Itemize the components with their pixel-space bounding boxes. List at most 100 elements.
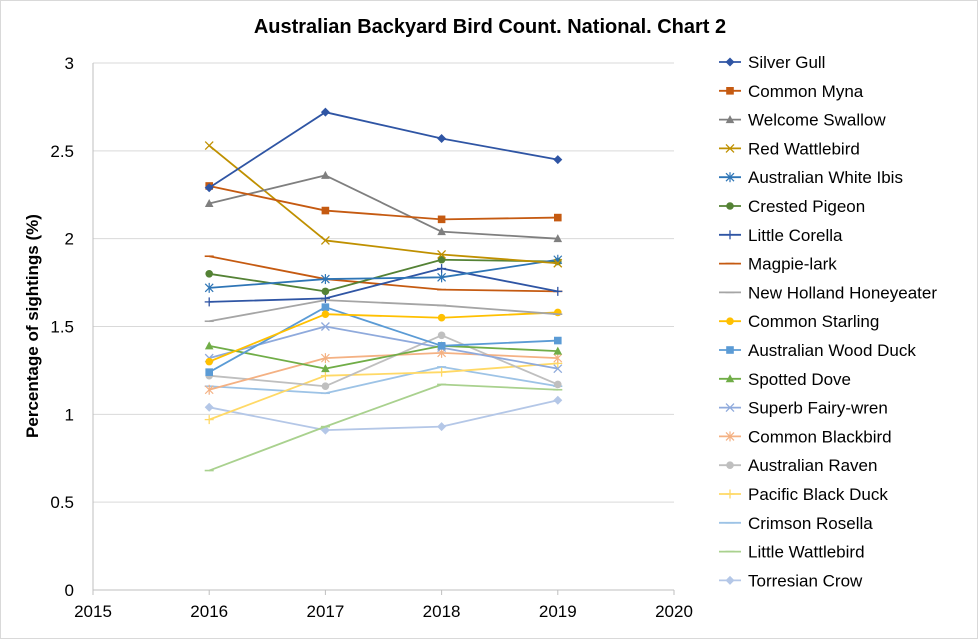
data-point xyxy=(554,213,562,222)
legend-entry: Australian White Ibis xyxy=(719,168,903,187)
data-point xyxy=(726,317,734,326)
series-red-wattlebird xyxy=(204,141,563,268)
axes: 0 0.5 1 1.5 2 2.5 3 2015 2016 2017 2018 2019 2020 xyxy=(50,54,693,621)
legend-entry: New Holland Honeyeater xyxy=(719,283,937,302)
data-point xyxy=(437,342,446,350)
data-point xyxy=(204,199,214,208)
data-point xyxy=(553,353,563,364)
legend-label: Little Wattlebird xyxy=(748,543,865,562)
data-point xyxy=(726,461,734,470)
series-welcome-swallow xyxy=(204,170,563,243)
series-pacific-black-duck xyxy=(204,358,563,425)
series-little-corella xyxy=(204,264,563,307)
legend-entry: Crested Pigeon xyxy=(719,197,865,216)
series-line xyxy=(208,362,558,421)
series-australian-wood-duck xyxy=(205,303,562,376)
legend-entry: Little Corella xyxy=(719,226,843,245)
data-point-stroke xyxy=(725,403,735,413)
data-point xyxy=(320,274,330,285)
y-tick-label: 2 xyxy=(65,230,74,249)
series-line xyxy=(208,174,558,240)
legend-entry: Australian Wood Duck xyxy=(719,341,916,360)
data-point xyxy=(320,107,330,117)
legend-label: Spotted Dove xyxy=(748,370,851,389)
data-point xyxy=(204,141,214,151)
legend-label: Little Corella xyxy=(748,226,843,245)
data-point xyxy=(725,230,735,240)
series-little-wattlebird xyxy=(204,383,563,472)
data-point-stroke xyxy=(553,364,563,374)
data-point xyxy=(204,341,214,350)
data-point xyxy=(554,308,562,317)
data-point xyxy=(321,364,330,373)
legend-label: Welcome Swallow xyxy=(748,111,886,130)
series-line xyxy=(208,306,558,373)
data-point xyxy=(321,382,330,391)
legend-label: Pacific Black Duck xyxy=(748,485,888,504)
y-axis-title: Percentage of sightings (%) xyxy=(23,214,42,438)
data-point xyxy=(553,346,563,355)
x-tick-label: 2017 xyxy=(306,602,344,621)
data-point xyxy=(437,272,447,283)
legend-label: Torresian Crow xyxy=(748,571,863,590)
series-crested-pigeon xyxy=(205,255,562,296)
series-line xyxy=(209,258,558,293)
data-point xyxy=(553,155,563,165)
data-point xyxy=(726,87,734,95)
series-line xyxy=(209,366,558,395)
y-tick-label: 1 xyxy=(65,405,74,424)
data-point xyxy=(725,115,735,124)
data-point-stroke xyxy=(553,258,563,268)
legend-entry: Crimson Rosella xyxy=(719,514,873,533)
data-point xyxy=(725,374,735,383)
legend-label: Australian Raven xyxy=(748,456,877,475)
series-common-starling xyxy=(205,308,562,366)
legend-label: New Holland Honeyeater xyxy=(748,283,937,302)
legend-entry: Torresian Crow xyxy=(719,571,863,590)
data-point xyxy=(437,227,446,236)
legend-label: Common Myna xyxy=(748,82,864,101)
data-point xyxy=(204,282,214,293)
x-tick-label: 2019 xyxy=(539,602,577,621)
series-group xyxy=(204,107,563,472)
data-point xyxy=(205,357,213,366)
data-point xyxy=(554,336,562,345)
y-tick-label: 0 xyxy=(65,581,74,600)
legend-label: Australian White Ibis xyxy=(748,168,903,187)
data-point xyxy=(725,172,735,183)
data-point-stroke xyxy=(725,143,735,153)
series-line xyxy=(208,311,558,363)
data-point xyxy=(553,234,563,243)
data-point xyxy=(205,270,213,278)
legend-label: Crimson Rosella xyxy=(748,514,873,533)
data-point xyxy=(437,422,447,432)
data-point xyxy=(320,235,330,245)
chart-title: Australian Backyard Bird Count. National… xyxy=(254,16,726,38)
data-point xyxy=(204,415,214,425)
series-line xyxy=(208,144,558,265)
x-tick-label: 2018 xyxy=(423,602,461,621)
data-point-stroke xyxy=(204,141,214,151)
series-line xyxy=(209,267,558,303)
data-point xyxy=(725,575,735,585)
data-point xyxy=(726,346,734,354)
legend-label: Crested Pigeon xyxy=(748,197,865,216)
legend-entry: Common Myna xyxy=(719,82,864,101)
data-point xyxy=(437,255,446,264)
data-point xyxy=(725,143,735,153)
data-point-stroke xyxy=(437,250,447,259)
legend-entry: Magpie-lark xyxy=(719,255,837,274)
data-point xyxy=(554,380,562,389)
series-line xyxy=(209,258,558,289)
data-point-stroke xyxy=(320,235,330,245)
data-point xyxy=(204,297,214,307)
legend-label: Common Starling xyxy=(748,312,879,331)
series-line xyxy=(209,344,558,370)
legend-entry: Australian Raven xyxy=(719,456,877,475)
data-point xyxy=(725,431,735,442)
x-tick-label: 2016 xyxy=(190,602,228,621)
data-point xyxy=(437,313,446,322)
data-point xyxy=(725,489,735,499)
x-tick-label: 2020 xyxy=(655,602,693,621)
